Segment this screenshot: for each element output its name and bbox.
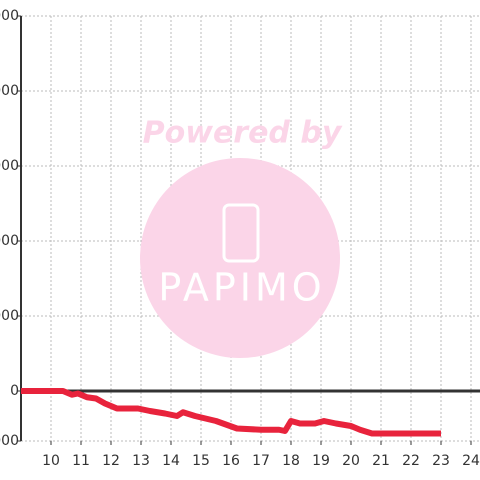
y-tick-label: 150,000 bbox=[0, 8, 19, 24]
watermark-circle bbox=[140, 158, 340, 358]
x-tick-label: 18 bbox=[282, 453, 300, 469]
x-tick-label: 14 bbox=[162, 453, 180, 469]
x-tick-label: 22 bbox=[402, 453, 420, 469]
y-tick-label: 30,000 bbox=[0, 308, 19, 324]
x-tick-label: 24 bbox=[462, 453, 480, 469]
x-tick-label: 13 bbox=[132, 453, 150, 469]
y-tick-label: 60,000 bbox=[0, 233, 19, 249]
watermark-logo: PAPIMO bbox=[158, 266, 325, 310]
x-tick-label: 12 bbox=[102, 453, 120, 469]
x-tick-label: 10 bbox=[42, 453, 60, 469]
x-tick-label: 20 bbox=[342, 453, 360, 469]
x-tick-label: 16 bbox=[222, 453, 240, 469]
watermark-icon bbox=[222, 203, 260, 263]
watermark: Powered by PAPIMO bbox=[140, 116, 343, 358]
y-tick-label: 0 bbox=[10, 383, 19, 399]
x-tick-label: 15 bbox=[192, 453, 210, 469]
x-tick-label: 17 bbox=[252, 453, 270, 469]
watermark-title: Powered by bbox=[143, 116, 343, 151]
x-tick-label: 19 bbox=[312, 453, 330, 469]
x-tick-label: 11 bbox=[72, 453, 90, 469]
y-tick-label: -20,000 bbox=[0, 433, 19, 449]
y-tick-label: 120,000 bbox=[0, 83, 19, 99]
line-series bbox=[21, 388, 441, 437]
x-tick-label: 21 bbox=[372, 453, 390, 469]
x-tick-label: 23 bbox=[432, 453, 450, 469]
y-tick-label: 90,000 bbox=[0, 158, 19, 174]
